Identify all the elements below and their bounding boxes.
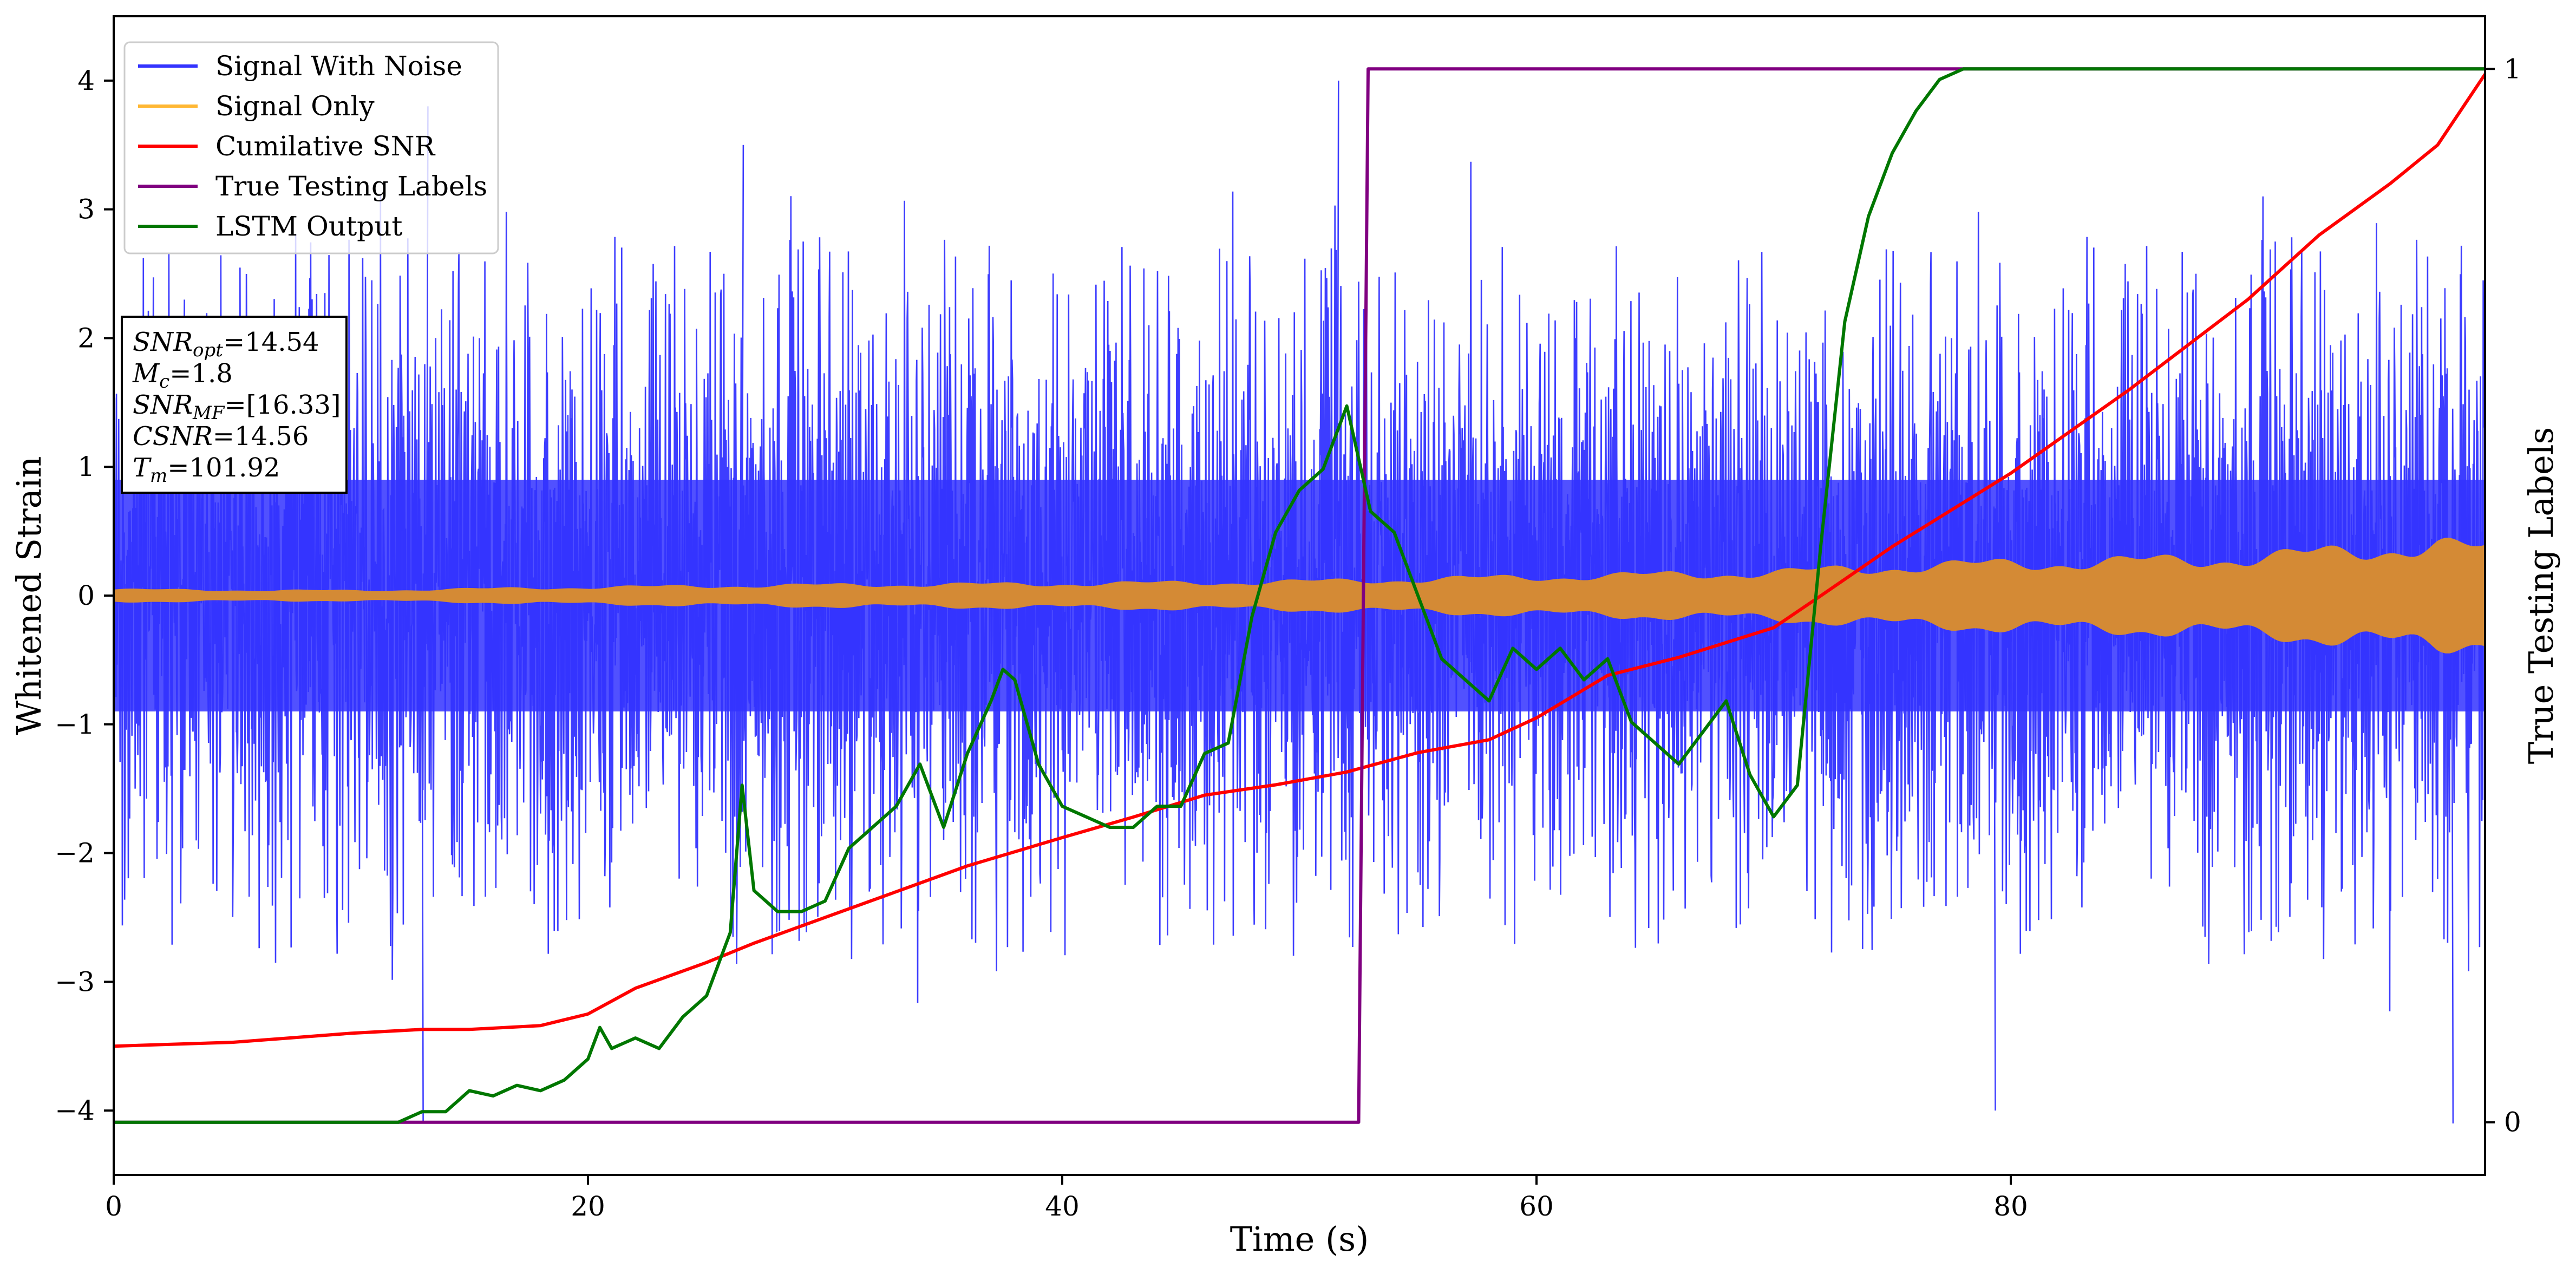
legend: Signal With Noise Signal Only Cumilative S…	[123, 41, 499, 254]
legend-label: Signal With Noise	[215, 50, 462, 82]
y-axis-label-left: Whitened Strain	[9, 456, 49, 735]
y-left-tick-label: 2	[77, 322, 95, 354]
y-axis-label-right: True Testing Labels	[2521, 427, 2561, 765]
y-left-tick-label: −1	[55, 709, 95, 740]
y-left-tick-label: 3	[77, 194, 95, 225]
legend-label: Signal Only	[215, 90, 375, 122]
y-left-tick-label: 1	[77, 451, 95, 482]
y-left-tick-label: 4	[77, 65, 95, 96]
y-left-tick-label: −4	[55, 1095, 95, 1126]
y-left-tick-label: 0	[77, 580, 95, 611]
parameter-line: Mc=1.8	[132, 358, 233, 393]
x-tick-label: 0	[105, 1191, 122, 1222]
plot-area	[113, 67, 2487, 1124]
legend-label: True Testing Labels	[215, 171, 487, 202]
y-right-tick-label: 1	[2504, 53, 2521, 84]
series-lstm-output	[114, 67, 2485, 1124]
legend-label: Cumilative SNR	[215, 130, 435, 162]
parameter-line: CSNR=14.56	[133, 421, 309, 452]
y-left-tick-label: −2	[55, 838, 95, 869]
y-left-tick-label: −3	[55, 966, 95, 997]
parameter-line: SNRopt=14.54	[133, 327, 319, 361]
parameter-box-frame	[121, 316, 348, 494]
series-signal-with-noise	[113, 80, 2486, 1123]
parameter-box: SNRopt=14.54Mc=1.8SNRMF=[16.33]CSNR=14.5…	[121, 316, 348, 494]
parameter-line: Tm=101.92	[133, 453, 280, 487]
x-tick-label: 20	[571, 1191, 605, 1222]
y-right-tick-label: 0	[2504, 1107, 2521, 1138]
x-tick-label: 80	[1993, 1191, 2028, 1222]
legend-label: LSTM Output	[215, 211, 402, 242]
x-tick-label: 60	[1519, 1191, 1554, 1222]
x-tick-label: 40	[1045, 1191, 1080, 1222]
series-cumilative-snr	[113, 73, 2487, 1048]
parameter-line: SNRMF=[16.33]	[133, 390, 341, 424]
series-true-testing-labels	[114, 67, 2485, 1124]
legend-frame	[123, 41, 499, 254]
x-axis-label: Time (s)	[1230, 1219, 1369, 1259]
